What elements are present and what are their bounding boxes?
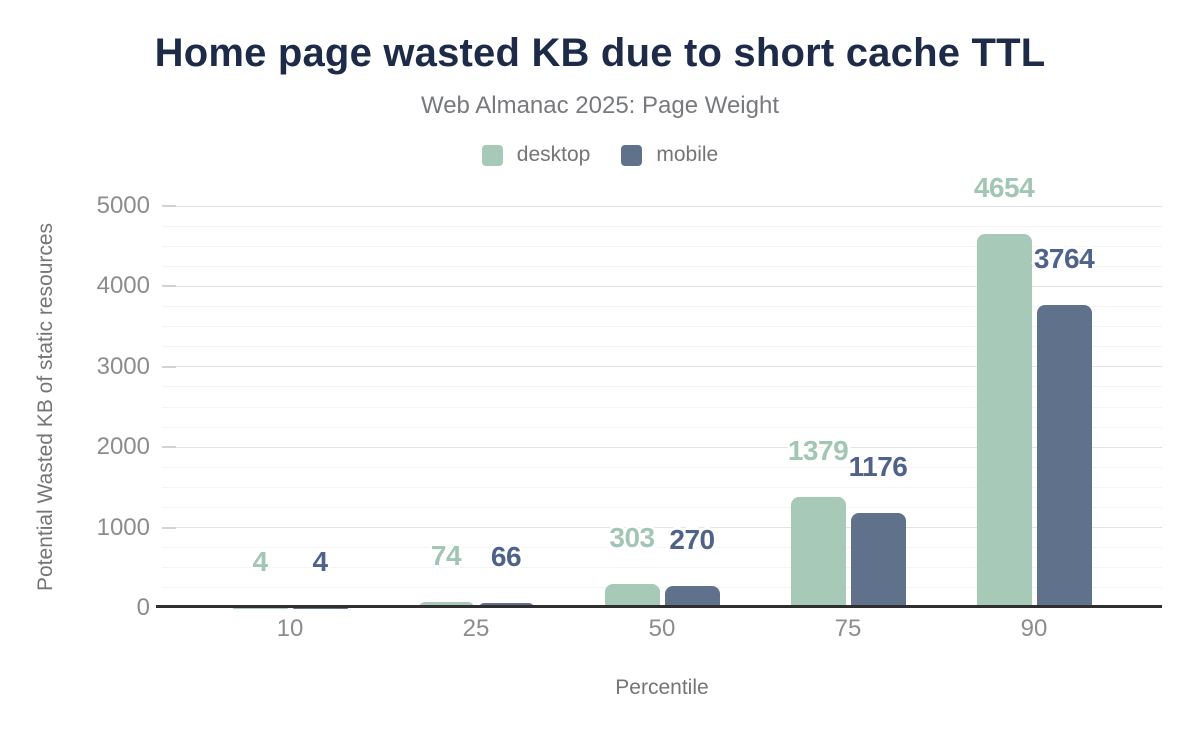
bar-value-label-desktop-p90: 4654 <box>973 171 1035 203</box>
x-tick-label-90: 90 <box>1020 615 1048 642</box>
gridline-minor-4750 <box>162 225 1162 227</box>
gridline-major-2000 <box>162 446 1162 448</box>
bar-mobile-p50[interactable] <box>664 586 720 608</box>
gridline-minor-1500 <box>162 486 1162 488</box>
gridline-minor-750 <box>162 547 1162 549</box>
gridline-minor-4250 <box>162 265 1162 267</box>
legend-swatch-desktop <box>481 144 503 166</box>
y-axis-tick-5000 <box>162 205 176 207</box>
legend-swatch-mobile <box>621 144 643 166</box>
y-tick-label-1000: 1000 <box>96 513 150 541</box>
bar-value-label-mobile-p90: 3764 <box>1033 243 1095 275</box>
bar-value-label-desktop-p25: 74 <box>430 540 462 572</box>
legend-item-desktop[interactable]: desktop <box>481 143 591 167</box>
legend-label-desktop: desktop <box>516 143 591 166</box>
x-tick-label-50: 50 <box>648 615 676 642</box>
bar-desktop-p50[interactable] <box>604 583 660 608</box>
x-tick-label-75: 75 <box>834 615 862 642</box>
x-axis-tick-labels: 10 25 50 75 90 <box>162 615 1162 645</box>
x-tick-label-25: 25 <box>462 615 490 642</box>
gridline-major-1000 <box>162 527 1162 529</box>
plot-area: 4 74 303 1379 4654 4 66 270 1176 3764 <box>156 172 1162 608</box>
legend-item-mobile[interactable]: mobile <box>621 143 718 167</box>
gridline-minor-3750 <box>162 306 1162 307</box>
gridline-minor-250 <box>162 587 1162 589</box>
bar-desktop-p90[interactable] <box>976 233 1032 608</box>
x-axis-title: Percentile <box>615 676 709 699</box>
gridline-major-3000 <box>162 366 1162 368</box>
bar-value-label-mobile-p10: 4 <box>312 545 328 577</box>
bar-value-label-mobile-p25: 66 <box>490 540 522 572</box>
gridline-minor-2250 <box>162 426 1162 428</box>
bar-mobile-p90[interactable] <box>1036 305 1092 608</box>
bar-desktop-p75[interactable] <box>790 497 846 608</box>
bar-value-label-desktop-p10: 4 <box>252 545 268 577</box>
y-tick-label-0: 0 <box>136 594 150 621</box>
x-axis-line <box>156 605 1162 608</box>
gridline-major-5000 <box>162 205 1162 207</box>
gridline-minor-3500 <box>162 326 1162 328</box>
gridline-minor-2500 <box>162 406 1162 408</box>
y-tick-label-4000: 4000 <box>96 272 150 300</box>
y-axis-tick-2000 <box>162 446 176 449</box>
chart-subtitle: Web Almanac 2025: Page Weight <box>420 92 779 119</box>
bar-value-label-desktop-p50: 303 <box>609 521 655 553</box>
y-axis-tick-1000 <box>162 526 176 529</box>
gridline-minor-3250 <box>162 346 1162 348</box>
gridline-minor-4500 <box>162 245 1162 247</box>
gridline-major-4000 <box>162 285 1162 287</box>
y-tick-label-2000: 2000 <box>96 433 150 461</box>
chart-title: Home page wasted KB due to short cache T… <box>154 31 1046 75</box>
y-axis-tick-3000 <box>162 365 176 368</box>
y-tick-label-3000: 3000 <box>96 352 150 380</box>
legend-label-mobile: mobile <box>656 143 719 166</box>
y-tick-label-5000: 5000 <box>96 192 150 219</box>
y-axis-tick-4000 <box>162 285 176 288</box>
bar-value-label-mobile-p75: 1176 <box>848 451 908 483</box>
legend: desktop mobile <box>0 143 1200 167</box>
gridline-minor-500 <box>162 567 1162 569</box>
bar-value-label-mobile-p50: 270 <box>669 524 715 556</box>
y-axis-tick-labels: 0 1000 2000 3000 4000 5000 <box>0 192 150 621</box>
gridline-minor-1250 <box>162 507 1162 508</box>
bar-mobile-p75[interactable] <box>850 513 906 608</box>
gridline-minor-2750 <box>162 386 1162 388</box>
gridline-minor-1750 <box>162 466 1162 468</box>
bar-value-label-desktop-p75: 1379 <box>787 435 849 467</box>
x-tick-label-10: 10 <box>276 615 304 642</box>
